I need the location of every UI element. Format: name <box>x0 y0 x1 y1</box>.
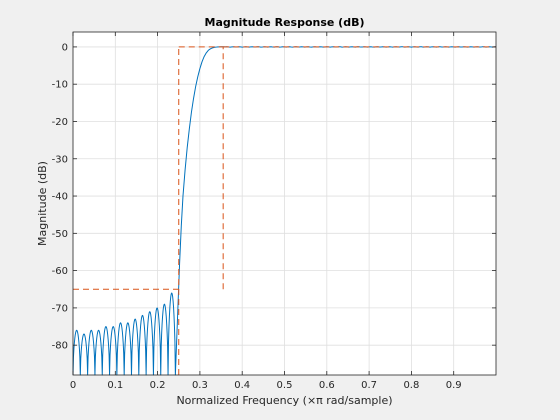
y-tick-label: -10 <box>52 80 68 91</box>
y-axis-label: Magnitude (dB) <box>36 161 49 246</box>
y-tick-label: -60 <box>52 266 68 277</box>
y-tick-label: 0 <box>62 42 68 53</box>
x-tick-label: 0.7 <box>361 380 377 391</box>
x-tick-label: 0.1 <box>107 380 123 391</box>
y-tick-label: -40 <box>52 192 68 203</box>
response-curve <box>72 46 497 376</box>
y-tick-label: -80 <box>52 341 68 352</box>
x-axis-label: Normalized Frequency (×π rad/sample) <box>176 394 392 407</box>
plot-area[interactable] <box>72 31 497 376</box>
y-tick-label: -50 <box>52 229 68 240</box>
data-layer <box>72 46 497 376</box>
y-tick-label: -20 <box>52 117 68 128</box>
x-tick-label: 0.2 <box>150 380 166 391</box>
x-tick-label: 0.8 <box>403 380 419 391</box>
grid-lines <box>72 32 496 375</box>
x-tick-label: 0.5 <box>277 380 293 391</box>
y-tick-label: -30 <box>52 154 68 165</box>
x-tick-label: 0.4 <box>234 380 250 391</box>
x-tick-label: 0 <box>70 380 76 391</box>
x-tick-label: 0.6 <box>319 380 335 391</box>
x-tick-label: 0.9 <box>446 380 462 391</box>
ticks: 0 0.1 0.2 0.3 0.4 0.5 0.6 0.7 0.8 0.9 0 -10 -20 -30 -4… <box>52 32 496 391</box>
x-tick-label: 0.3 <box>192 380 208 391</box>
chart-title: Magnitude Response (dB) <box>205 16 365 29</box>
y-tick-label: -70 <box>52 303 68 314</box>
